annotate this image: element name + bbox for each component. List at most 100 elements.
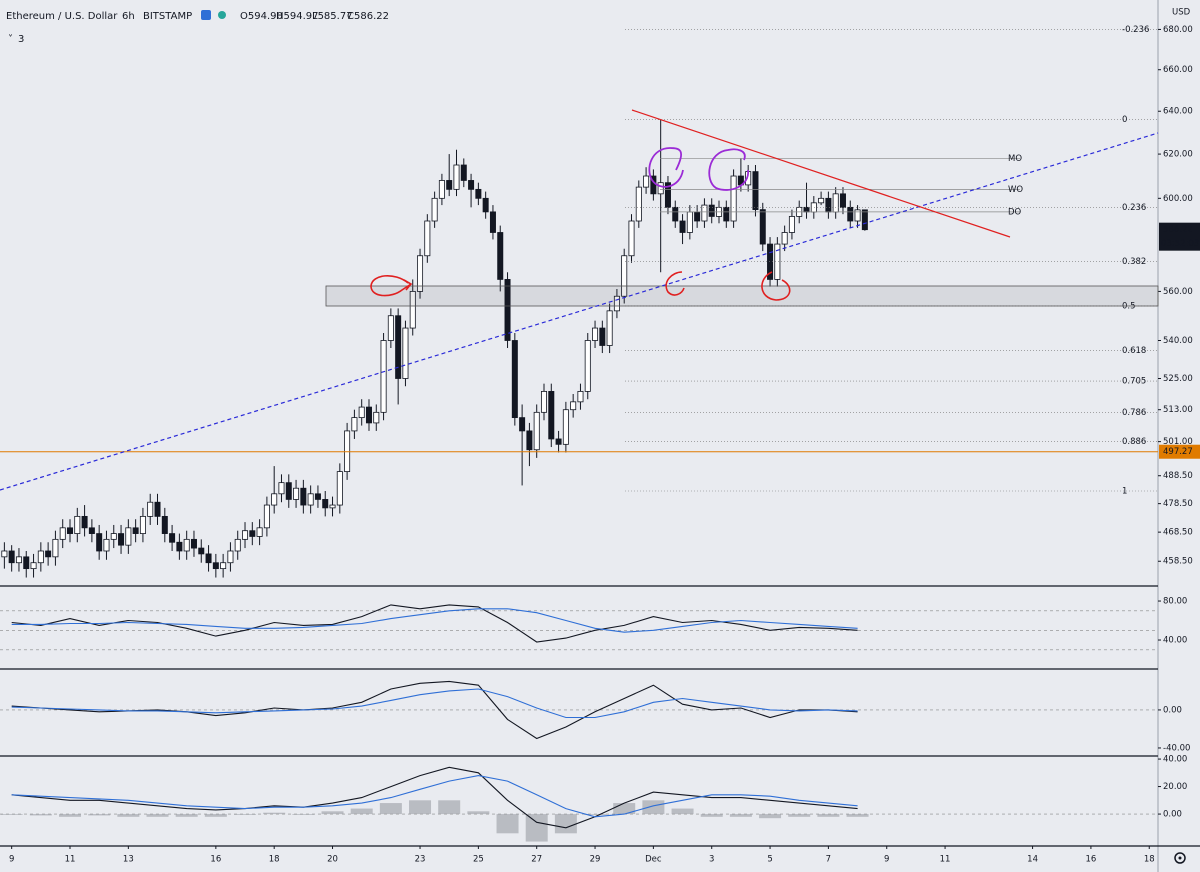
- candle-body: [672, 206, 679, 222]
- candle-body: [45, 550, 52, 558]
- x-tick-label: 29: [590, 855, 601, 865]
- x-tick-label: 11: [940, 855, 951, 865]
- candle-body: [548, 391, 555, 440]
- candle-body: [540, 391, 547, 413]
- indicator-count[interactable]: 3: [18, 34, 24, 45]
- histogram-bar: [642, 800, 665, 815]
- candle-body: [606, 310, 613, 346]
- candle-body: [147, 501, 154, 517]
- candle-body: [52, 538, 59, 558]
- candle-body: [169, 533, 176, 543]
- ohlc-high: H594.97: [276, 11, 319, 22]
- candle-body: [431, 197, 438, 222]
- candle-body: [861, 209, 868, 231]
- candle-body: [752, 171, 759, 211]
- candle-body: [562, 409, 569, 445]
- symbol-icon: [201, 10, 211, 20]
- candle-body: [613, 295, 620, 312]
- x-tick-label: 11: [65, 855, 76, 865]
- caret[interactable]: ˅: [8, 33, 13, 45]
- ohlc-open: O594.90: [240, 11, 283, 22]
- y-tick-label: 513.00: [1163, 405, 1193, 415]
- candle-body: [686, 211, 693, 233]
- y-tick-label: 40.00: [1163, 755, 1187, 765]
- candle-body: [37, 550, 44, 564]
- candle-body: [628, 220, 635, 257]
- candle-body: [839, 193, 846, 208]
- fib-label: 0.618: [1122, 346, 1146, 356]
- y-tick-label: 680.00: [1163, 25, 1193, 35]
- candle-body: [256, 527, 263, 537]
- symbol-title: Ethereum / U.S. Dollar: [6, 11, 118, 22]
- histogram-bar: [117, 814, 140, 817]
- histogram-bar: [584, 814, 607, 815]
- settings-icon[interactable]: [1174, 852, 1186, 864]
- candle-body: [657, 182, 664, 195]
- interval: 6h: [122, 11, 135, 22]
- trend-line-red: [631, 109, 1011, 238]
- candle-body: [730, 175, 737, 222]
- fib-label: 0.705: [1122, 377, 1146, 387]
- candle-body: [118, 533, 125, 546]
- candle-body: [351, 417, 358, 432]
- x-tick-label: 18: [1144, 855, 1155, 865]
- hand-annotation: [370, 275, 413, 297]
- candle-body: [220, 562, 227, 570]
- hand-annotation: [761, 271, 791, 301]
- candle-body: [475, 188, 482, 199]
- candle-body: [74, 515, 81, 534]
- candle-body: [570, 401, 577, 411]
- candle-body: [30, 562, 37, 570]
- histogram-bar: [496, 814, 519, 834]
- x-tick-label: 27: [531, 855, 542, 865]
- candle-body: [132, 527, 139, 534]
- candle-body: [497, 232, 504, 280]
- y-tick-label: 600.00: [1163, 194, 1193, 204]
- y-tick-label: 0.00: [1163, 810, 1182, 820]
- zone-box: [325, 285, 1159, 307]
- candle-body: [285, 482, 292, 500]
- x-tick-label: 20: [327, 855, 338, 865]
- histogram-bar: [263, 812, 286, 815]
- candle-body: [176, 541, 183, 552]
- candle-body: [329, 504, 336, 509]
- fib-label: 0.236: [1122, 203, 1146, 213]
- candle-body: [584, 340, 591, 392]
- y-tick-label: 40.00: [1163, 636, 1187, 646]
- candle-body: [489, 211, 496, 233]
- histogram-bar: [234, 814, 257, 815]
- candle-body: [23, 556, 30, 570]
- histogram-bar: [554, 814, 577, 834]
- histogram-bar: [613, 803, 636, 815]
- candle-body: [482, 197, 489, 213]
- x-tick-label: 16: [210, 855, 221, 865]
- candle-body: [125, 527, 132, 546]
- histogram-bar: [467, 811, 490, 815]
- y-tick-label: 478.50: [1163, 499, 1193, 509]
- candle-body: [234, 538, 241, 552]
- candle-body: [365, 406, 372, 424]
- candle-body: [825, 197, 832, 213]
- histogram-bar: [204, 814, 227, 817]
- indicator-line: [11, 766, 858, 829]
- candle-body: [788, 216, 795, 233]
- exchange: BITSTAMP: [143, 11, 192, 22]
- y-tick-label: 468.50: [1163, 528, 1193, 538]
- candle-body: [519, 417, 526, 432]
- candle-body: [103, 538, 110, 552]
- fib-label: 0: [1122, 115, 1127, 125]
- histogram-bar: [321, 811, 344, 815]
- y-tick-label: 80.00: [1163, 597, 1187, 607]
- candle-body: [293, 487, 300, 500]
- candle-body: [533, 411, 540, 451]
- candle-body: [380, 340, 387, 413]
- histogram-bar: [525, 814, 548, 842]
- y-tick-label: 20.00: [1163, 782, 1187, 792]
- histogram-bar: [729, 814, 752, 817]
- fib-label: 0.5: [1122, 301, 1136, 311]
- candle-body: [8, 550, 15, 564]
- level-label: WO: [1008, 185, 1023, 195]
- indicator-line: [11, 608, 858, 633]
- candle-body: [263, 504, 270, 529]
- histogram-bar: [409, 800, 432, 815]
